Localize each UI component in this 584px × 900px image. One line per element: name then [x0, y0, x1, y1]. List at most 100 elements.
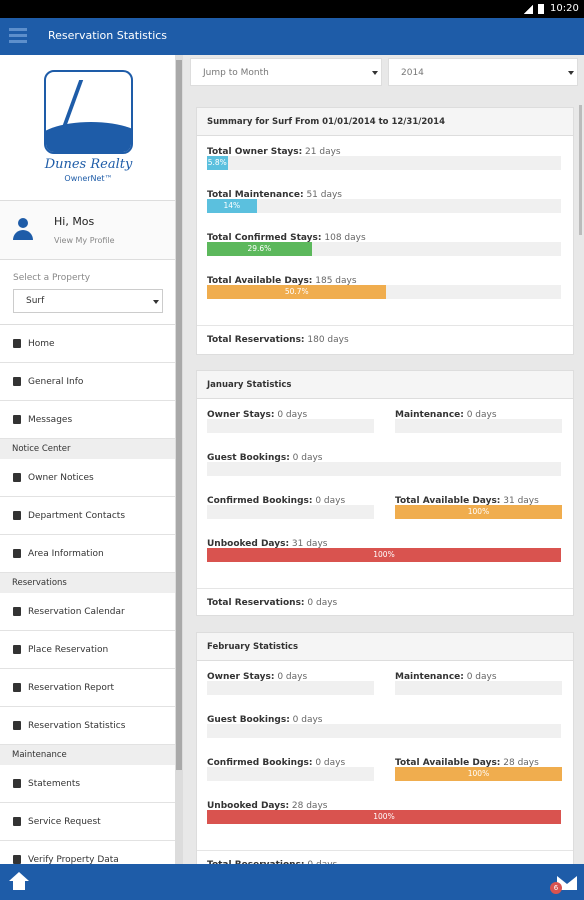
stat-row: Unbooked Days: 28 days	[207, 800, 327, 812]
progress-track	[207, 767, 374, 781]
profile-link[interactable]: View My Profile	[54, 236, 115, 245]
menu-item[interactable]: Statements	[0, 765, 175, 803]
select-caret	[568, 71, 574, 75]
total-row: Total Reservations: 0 days	[207, 859, 337, 864]
stat-row: Guest Bookings: 0 days	[207, 714, 323, 726]
dropdown[interactable]: Jump to Month	[190, 58, 382, 86]
menu-item[interactable]: Reservation Report	[0, 669, 175, 707]
stat-value: 31 days	[289, 539, 328, 549]
card-header	[197, 108, 573, 136]
progress-track: 100%	[207, 810, 561, 824]
property-select[interactable]: Surf	[13, 289, 163, 313]
menu-item[interactable]: General Info	[0, 363, 175, 401]
progress-bar: 50.7%	[207, 285, 387, 299]
stat-row: Total Available Days: 28 days	[395, 757, 539, 769]
home-button[interactable]	[9, 872, 29, 892]
logo	[44, 70, 133, 154]
menu-item-label: Statements	[28, 779, 81, 789]
stats-card: Summary for Surf From 01/01/2014 to 12/3…	[196, 107, 574, 355]
card-divider	[197, 588, 573, 589]
stat-row: Confirmed Bookings: 0 days	[207, 757, 345, 769]
menu-icon	[13, 415, 21, 424]
status-bar	[0, 0, 584, 18]
stat-label: Maintenance:	[395, 672, 464, 682]
menu-item[interactable]: Reservation Calendar	[0, 593, 175, 631]
stat-label: Owner Stays:	[207, 410, 275, 420]
stat-value: 21 days	[302, 147, 341, 157]
menu-item[interactable]: Department Contacts	[0, 497, 175, 535]
menu-icon-line	[9, 40, 27, 43]
menu-item-label: Reservation Report	[28, 683, 115, 693]
stat-row: Unbooked Days: 31 days	[207, 538, 327, 550]
home-body	[13, 881, 25, 890]
menu-icon	[13, 817, 21, 826]
stat-value: 185 days	[312, 276, 357, 286]
progress-track	[207, 681, 374, 695]
menu-section-title: Reservations	[12, 578, 67, 588]
menu-item[interactable]: Owner Notices	[0, 459, 175, 497]
menu-icon[interactable]	[9, 28, 27, 44]
stat-row: Maintenance: 0 days	[395, 409, 497, 421]
stat-value: 0 days	[463, 672, 497, 682]
content: Jump to Month 2014 Summary for Surf From 0…	[183, 55, 584, 864]
progress-bar: 5.8%	[207, 156, 228, 170]
stat-label: Confirmed Bookings:	[207, 496, 313, 506]
menu-icon	[13, 855, 21, 864]
stat-value: 0 days	[274, 672, 308, 682]
progress-label: 5.8%	[207, 158, 227, 167]
progress-bar: 29.6%	[207, 242, 312, 256]
menu-item-label: General Info	[28, 377, 84, 387]
mail-flap	[557, 876, 577, 884]
menu-section-header: Maintenance	[0, 745, 175, 765]
stat-row: Guest Bookings: 0 days	[207, 452, 323, 464]
menu-item[interactable]: Reservation Statistics	[0, 707, 175, 745]
stat-value: 28 days	[500, 758, 539, 768]
progress-label: 100%	[467, 769, 490, 778]
menu-item-label: Place Reservation	[28, 645, 109, 655]
menu-item[interactable]: Area Information	[0, 535, 175, 573]
card-title: February Statistics	[207, 642, 299, 652]
menu-item[interactable]: Place Reservation	[0, 631, 175, 669]
menu-icon-line	[9, 34, 27, 37]
dropdown[interactable]: 2014	[388, 58, 578, 86]
total-row: Total Reservations: 0 days	[207, 597, 337, 609]
stat-value: 0 days	[289, 453, 323, 463]
menu-section-header: Notice Center	[0, 439, 175, 459]
stat-value: 0 days	[289, 715, 323, 725]
stat-label: Maintenance:	[395, 410, 464, 420]
menu-item-label: Department Contacts	[28, 511, 126, 521]
menu-item[interactable]: Home	[0, 325, 175, 363]
greeting: Hi, Mos	[54, 215, 95, 228]
stat-label: Total Maintenance:	[207, 190, 304, 200]
menu-icon-line	[9, 28, 27, 31]
card-title: January Statistics	[207, 380, 292, 390]
logo-subbrand: OwnerNet™	[64, 174, 113, 183]
status-time: 10:20	[550, 3, 579, 14]
total-value: 0 days	[304, 598, 338, 608]
stat-label: Guest Bookings:	[207, 453, 290, 463]
stat-row: Confirmed Bookings: 0 days	[207, 495, 345, 507]
total-value: 180 days	[304, 335, 349, 345]
stat-label: Owner Stays:	[207, 672, 275, 682]
progress-track: 50.7%	[207, 285, 561, 299]
battery-icon	[538, 4, 544, 14]
stat-row: Total Available Days: 185 days	[207, 275, 357, 287]
divider	[0, 200, 175, 201]
divider	[0, 324, 175, 325]
progress-track	[207, 724, 561, 738]
menu-icon	[13, 645, 21, 654]
menu-item[interactable]: Messages	[0, 401, 175, 439]
progress-track: 5.8%	[207, 156, 561, 170]
progress-track: 100%	[207, 548, 561, 562]
menu-item[interactable]: Service Request	[0, 803, 175, 841]
dropdown-value: Jump to Month	[203, 68, 269, 78]
mail-button[interactable]	[557, 876, 577, 890]
select-caret	[372, 71, 378, 75]
stat-row: Total Owner Stays: 21 days	[207, 146, 341, 158]
menu-icon	[13, 549, 21, 558]
property-value: Surf	[26, 296, 45, 306]
menu-item[interactable]: Verify Property Data	[0, 841, 175, 864]
property-label: Select a Property	[13, 273, 91, 283]
